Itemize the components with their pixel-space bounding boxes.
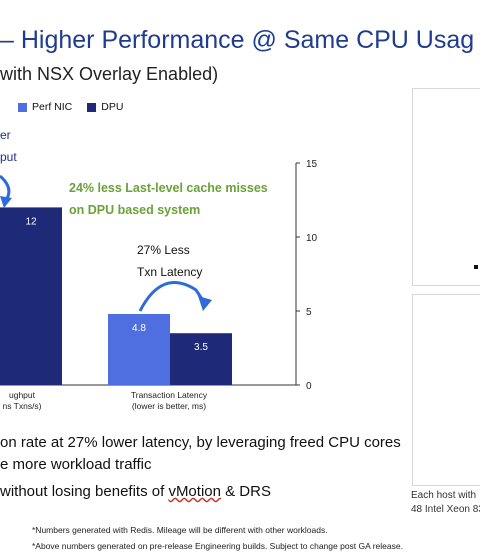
category-label: Transaction Latency <box>131 390 208 400</box>
latency-arrow <box>138 281 206 312</box>
bar-dpu-1 <box>170 333 232 385</box>
slide-subtitle: with NSX Overlay Enabled) <box>0 64 219 84</box>
bar-perf-nic-1 <box>108 313 170 385</box>
panel-dot <box>474 265 478 269</box>
slide-title: – Higher Performance @ Same CPU Usag <box>0 26 475 54</box>
bar-dpu-0 <box>0 207 62 385</box>
category-label: ns Txns/s) <box>2 401 41 411</box>
annotation-cache-2: on DPU based system <box>69 203 200 217</box>
category-label: ughput <box>9 390 36 400</box>
y-tick-label: 5 <box>306 307 312 318</box>
annotation-latency-1: 27% Less <box>137 243 190 257</box>
host-text-2: 48 Intel Xeon 83 <box>411 504 480 515</box>
bullet-3-post: & DRS <box>220 483 271 500</box>
latency-arrowhead <box>198 296 212 311</box>
legend-label-dpu: DPU <box>101 101 124 113</box>
bar-value-label: 4.8 <box>132 323 146 334</box>
bar-value-label: 12 <box>25 216 37 227</box>
truncated-label-1: er <box>0 128 11 142</box>
bar-value-label: 3.5 <box>194 342 208 353</box>
host-text-1: Each host with <box>411 490 477 501</box>
bullet-3-pre: without losing benefits of <box>0 483 169 500</box>
legend-swatch-dpu <box>87 102 97 112</box>
side-panel-bottom <box>412 294 480 486</box>
chart-legend: Perf NIC DPU <box>18 101 133 113</box>
category-label: (lower is better, ms) <box>132 401 206 411</box>
side-panel-top <box>412 88 480 286</box>
bullet-3: without losing benefits of vMotion & DRS <box>0 483 271 500</box>
bullet-3-vmotion: vMotion <box>168 483 221 500</box>
annotation-latency-2: Txn Latency <box>137 265 202 279</box>
throughput-arrowhead <box>0 196 12 208</box>
footnote-2: *Above numbers generated on pre-release … <box>32 541 403 551</box>
y-tick-label: 10 <box>306 233 318 244</box>
legend-label-perf-nic: Perf NIC <box>32 101 73 113</box>
legend-swatch-perf-nic <box>18 102 27 112</box>
annotation-cache-1: 24% less Last-level cache misses <box>69 181 268 195</box>
footnote-1: *Numbers generated with Redis. Mileage w… <box>32 525 328 535</box>
truncated-label-2: put <box>0 150 17 164</box>
y-tick-label: 0 <box>306 381 312 392</box>
y-tick-label: 15 <box>306 159 318 170</box>
bullet-1: on rate at 27% lower latency, by leverag… <box>0 434 401 451</box>
bullet-2: e more workload traffic <box>0 456 152 473</box>
